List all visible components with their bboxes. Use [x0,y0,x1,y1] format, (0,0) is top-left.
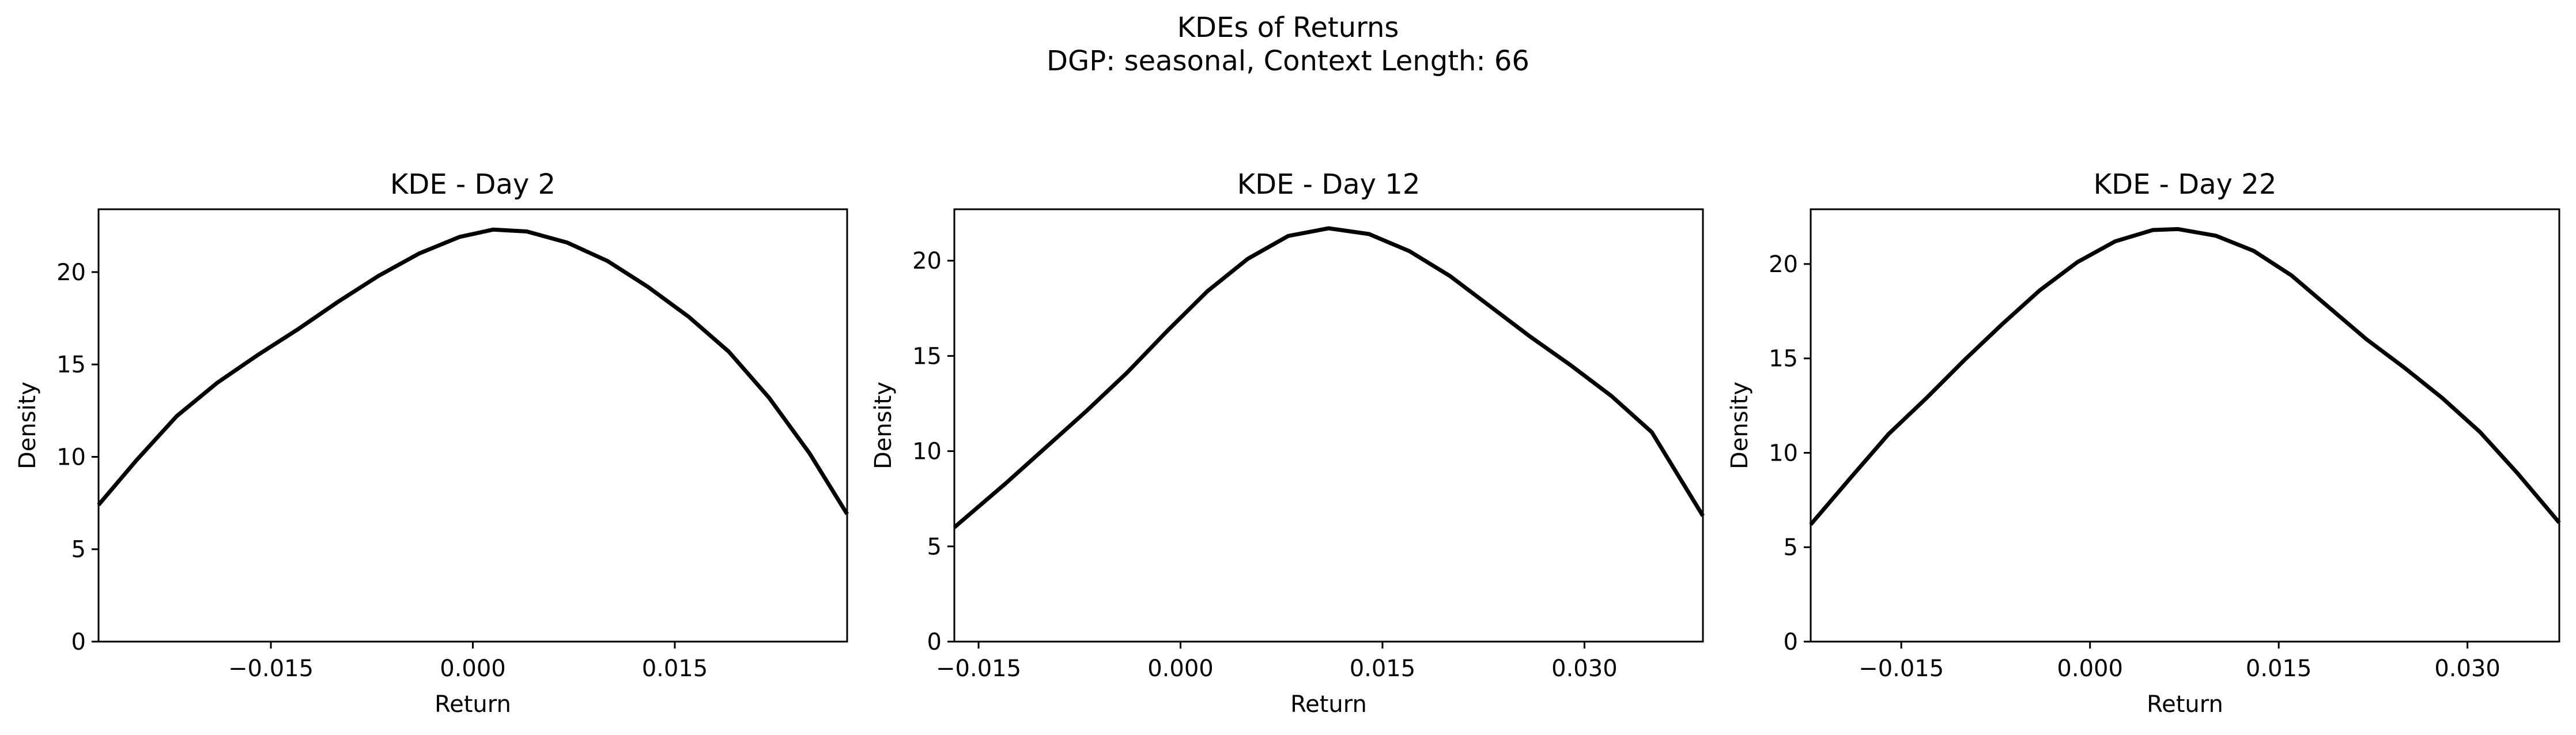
subplot-2: KDE - Day 12 −0.015 0.000 0.015 0.030 0 5 10 15 2… [870,168,1705,718]
kde-curve [97,227,849,515]
plot-frame [1810,208,2560,643]
y-tick-label: 5 [1784,534,1798,561]
x-tick-label: −0.015 [228,655,313,682]
y-tick-label: 20 [56,259,86,286]
y-tick-label: 0 [71,629,86,655]
y-tick-label: 15 [1769,346,1798,372]
x-tick-label: 0.000 [1147,655,1214,682]
subplot-title: KDE - Day 22 [2094,168,2277,201]
subplot-title: KDE - Day 12 [1237,168,1421,201]
subplot-panels: KDE - Day 2 −0.015 0.000 0.015 0 5 10 15 20 Retur… [14,168,2561,718]
y-axis-label: Density [1727,382,1753,469]
y-tick-label: 10 [1769,440,1798,466]
x-axis-label: Return [435,691,511,718]
y-tick-label: 10 [912,439,942,465]
y-tick-label: 0 [1784,629,1798,655]
x-axis-label: Return [1290,691,1367,718]
y-axis-label: Density [14,382,41,469]
x-tick-label: 0.000 [440,655,506,682]
y-tick-label: 15 [912,343,942,370]
plot-frame [953,208,1704,643]
y-tick-label: 15 [56,352,86,378]
x-tick-label: 0.030 [1551,655,1618,682]
figure-title-line1: KDEs of Returns [1177,12,1399,44]
subplot-3: KDE - Day 22 −0.015 0.000 0.015 0.030 0 5 10 15 2… [1727,168,2561,718]
x-tick-label: −0.015 [1859,655,1944,682]
x-tick-label: 0.015 [642,655,708,682]
subplot-title: KDE - Day 2 [390,168,556,201]
plot-frame [97,208,848,643]
y-tick-label: 0 [927,629,942,655]
y-tick-label: 10 [56,444,86,470]
y-tick-label: 5 [927,534,942,560]
kde-curve [953,226,1705,529]
subplot-1: KDE - Day 2 −0.015 0.000 0.015 0 5 10 15 20 Retur… [14,168,849,718]
x-tick-label: 0.015 [2246,655,2312,682]
figure-title-line2: DGP: seasonal, Context Length: 66 [1047,45,1529,77]
x-tick-label: 0.030 [2434,655,2501,682]
y-axis-label: Density [870,382,897,469]
y-tick-label: 20 [1769,251,1798,278]
y-tick-label: 20 [912,248,942,274]
x-tick-label: 0.000 [2057,655,2123,682]
y-tick-label: 5 [71,537,86,563]
x-tick-label: −0.015 [936,655,1021,682]
kde-curve [1809,227,2561,526]
x-axis-label: Return [2147,691,2223,718]
x-tick-label: 0.015 [1350,655,1416,682]
